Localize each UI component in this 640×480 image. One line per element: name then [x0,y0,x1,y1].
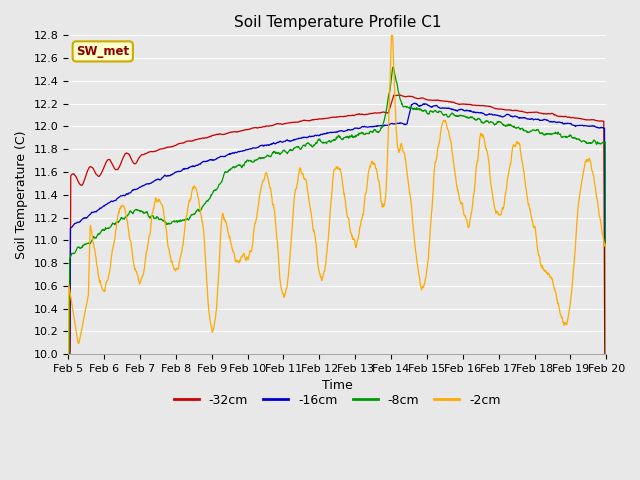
Title: Soil Temperature Profile C1: Soil Temperature Profile C1 [234,15,441,30]
Legend: -32cm, -16cm, -8cm, -2cm: -32cm, -16cm, -8cm, -2cm [169,389,506,412]
Y-axis label: Soil Temperature (C): Soil Temperature (C) [15,131,28,259]
X-axis label: Time: Time [322,379,353,393]
Text: SW_met: SW_met [76,45,129,58]
